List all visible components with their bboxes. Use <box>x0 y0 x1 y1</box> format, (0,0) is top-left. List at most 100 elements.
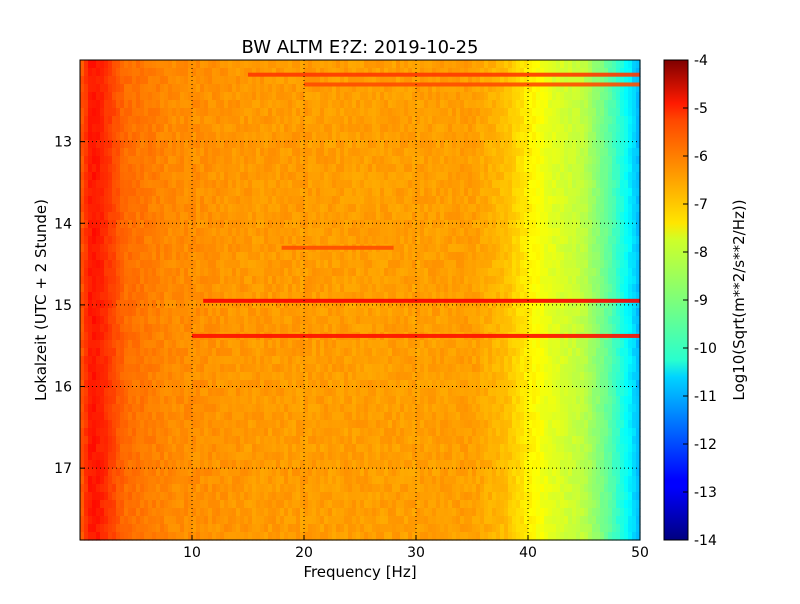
heatmap-cell <box>296 284 301 293</box>
heatmap-cell <box>536 108 541 117</box>
heatmap-cell <box>380 100 385 109</box>
heatmap-cell <box>428 180 433 189</box>
heatmap-cell <box>228 84 233 93</box>
heatmap-cell <box>452 252 457 261</box>
heatmap-cell <box>184 124 189 133</box>
heatmap-cell <box>240 276 245 285</box>
heatmap-cell <box>528 148 533 157</box>
heatmap-cell <box>604 316 609 325</box>
heatmap-cell <box>568 268 573 277</box>
heatmap-cell <box>620 220 625 229</box>
heatmap-cell <box>380 276 385 285</box>
heatmap-cell <box>372 212 377 221</box>
heatmap-cell <box>328 228 333 237</box>
heatmap-cell <box>196 292 201 301</box>
heatmap-cell <box>620 164 625 173</box>
heatmap-cell <box>592 140 597 149</box>
heatmap-cell <box>364 276 369 285</box>
heatmap-cell <box>140 140 145 149</box>
heatmap-cell <box>280 276 285 285</box>
heatmap-cell <box>512 148 517 157</box>
heatmap-cell <box>484 212 489 221</box>
heatmap-cell <box>320 268 325 277</box>
heatmap-cell <box>212 172 217 181</box>
heatmap-cell <box>412 116 417 125</box>
heatmap-cell <box>332 108 337 117</box>
heatmap-cell <box>116 60 121 69</box>
heatmap-cell <box>572 196 577 205</box>
heatmap-cell <box>324 156 329 165</box>
heatmap-cell <box>316 188 321 197</box>
heatmap-cell <box>552 84 557 93</box>
heatmap-cell <box>604 108 609 117</box>
heatmap-cell <box>96 196 101 205</box>
heatmap-cell <box>636 156 641 165</box>
heatmap-cell <box>524 188 529 197</box>
heatmap-cell <box>436 284 441 293</box>
heatmap-cell <box>632 292 637 301</box>
heatmap-cell <box>360 84 365 93</box>
heatmap-cell <box>372 108 377 117</box>
heatmap-cell <box>140 84 145 93</box>
heatmap-cell <box>504 100 509 109</box>
heatmap-cell <box>376 268 381 277</box>
heatmap-cell <box>228 76 233 85</box>
heatmap-cell <box>188 84 193 93</box>
heatmap-cell <box>256 268 261 277</box>
heatmap-cell <box>336 260 341 269</box>
heatmap-cell <box>464 108 469 117</box>
heatmap-cell <box>500 260 505 269</box>
heatmap-cell <box>428 308 433 317</box>
heatmap-cell <box>360 260 365 269</box>
heatmap-cell <box>188 92 193 101</box>
heatmap-cell <box>260 124 265 133</box>
heatmap-cell <box>108 300 113 309</box>
heatmap-cell <box>536 100 541 109</box>
heatmap-cell <box>280 252 285 261</box>
heatmap-cell <box>540 252 545 261</box>
heatmap-cell <box>464 316 469 325</box>
heatmap-cell <box>108 68 113 77</box>
heatmap-cell <box>532 268 537 277</box>
heatmap-cell <box>484 108 489 117</box>
heatmap-cell <box>160 164 165 173</box>
heatmap-cell <box>456 76 461 85</box>
heatmap-cell <box>352 276 357 285</box>
heatmap-cell <box>192 116 197 125</box>
heatmap-cell <box>396 68 401 77</box>
heatmap-cell <box>284 180 289 189</box>
heatmap-cell <box>468 92 473 101</box>
heatmap-cell <box>336 324 341 333</box>
heatmap-cell <box>576 316 581 325</box>
heatmap-cell <box>600 148 605 157</box>
heatmap-cell <box>524 308 529 317</box>
heatmap-cell <box>80 188 85 197</box>
heatmap-cell <box>128 84 133 93</box>
heatmap-cell <box>336 116 341 125</box>
heatmap-cell <box>500 316 505 325</box>
heatmap-cell <box>628 140 633 149</box>
heatmap-cell <box>300 252 305 261</box>
heatmap-cell <box>212 236 217 245</box>
heatmap-cell <box>324 132 329 141</box>
heatmap-cell <box>468 172 473 181</box>
heatmap-cell <box>460 220 465 229</box>
heatmap-cell <box>340 196 345 205</box>
heatmap-cell <box>420 84 425 93</box>
heatmap-cell <box>292 324 297 333</box>
heatmap-cell <box>400 100 405 109</box>
heatmap-cell <box>528 236 533 245</box>
heatmap-cell <box>608 204 613 213</box>
heatmap-cell <box>344 188 349 197</box>
heatmap-cell <box>148 92 153 101</box>
heatmap-cell <box>604 140 609 149</box>
heatmap-cell <box>304 156 309 165</box>
heatmap-cell <box>532 68 537 77</box>
heatmap-cell <box>364 340 369 349</box>
heatmap-cell <box>88 228 93 237</box>
heatmap-cell <box>80 172 85 181</box>
heatmap-cell <box>456 220 461 229</box>
heatmap-cell <box>320 140 325 149</box>
heatmap-cell <box>296 236 301 245</box>
heatmap-cell <box>184 260 189 269</box>
